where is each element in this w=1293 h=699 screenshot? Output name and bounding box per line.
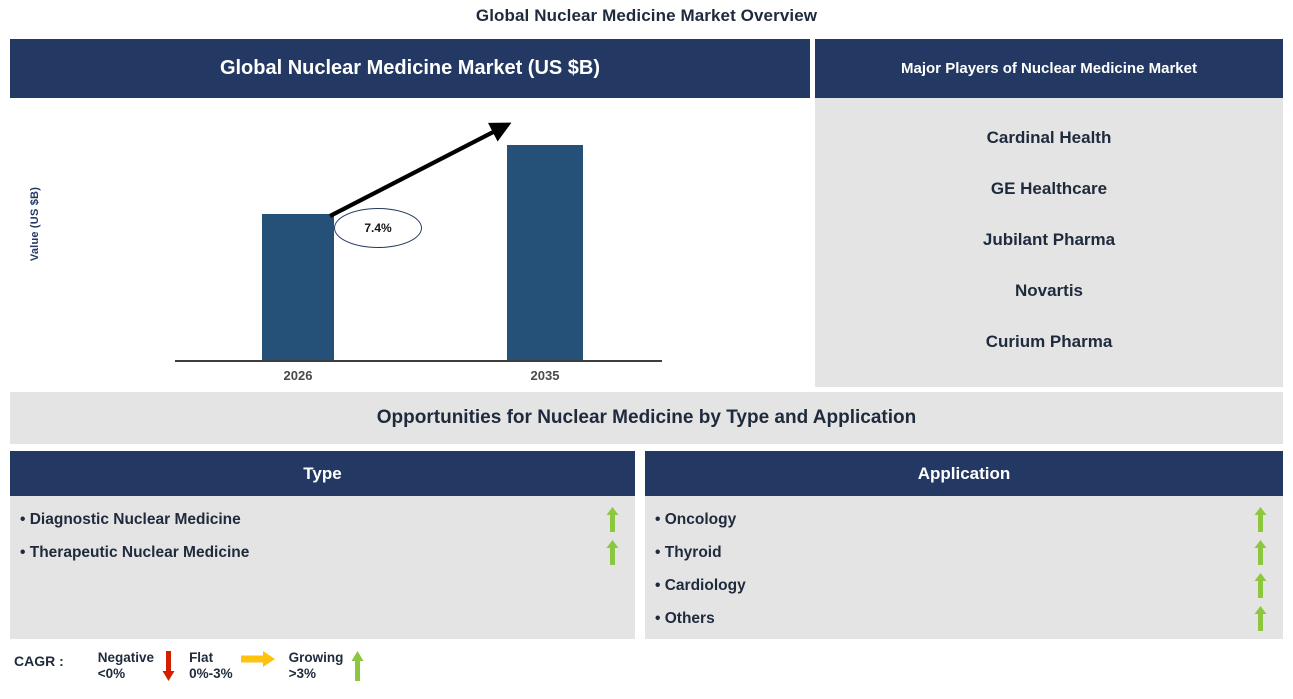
chart-x-axis-line [175, 360, 662, 362]
column-body-application: • Oncology • Thyroid • Cardiology • Othe… [645, 496, 1283, 639]
cagr-flat-label: Flat [189, 650, 214, 665]
cagr-growing-range: >3% [288, 666, 316, 681]
cagr-flat-range: 0%-3% [189, 666, 233, 681]
opportunities-column-type: Type • Diagnostic Nuclear Medicine • The… [10, 451, 635, 639]
growing-arrow-icon [606, 540, 619, 565]
growth-trend-arrow-icon [329, 122, 512, 218]
bar-2035 [507, 145, 583, 360]
opportunities-column-application: Application • Oncology • Thyroid • Cardi… [645, 451, 1283, 639]
application-item-label: • Others [655, 609, 715, 627]
application-item-label: • Cardiology [655, 576, 746, 594]
table-row: • Thyroid [645, 536, 1283, 569]
growing-arrow-icon [1254, 507, 1267, 532]
list-item: Novartis [1014, 280, 1084, 300]
negative-arrow-down-icon [162, 651, 175, 681]
bar-2026 [262, 214, 334, 360]
cagr-negative-range: <0% [97, 666, 126, 681]
table-row: • Therapeutic Nuclear Medicine [10, 536, 635, 569]
table-row: • Others [645, 602, 1283, 635]
cagr-bubble: 7.4% [334, 208, 422, 248]
opportunities-table: Type • Diagnostic Nuclear Medicine • The… [10, 451, 1283, 639]
table-row: • Diagnostic Nuclear Medicine [10, 503, 635, 536]
major-players-list: Cardinal Health GE Healthcare Jubilant P… [815, 98, 1283, 387]
column-header-application: Application [645, 451, 1283, 496]
cagr-legend-title: CAGR : [14, 653, 64, 669]
market-chart-panel: Global Nuclear Medicine Market (US $B) V… [10, 39, 810, 423]
growing-arrow-icon [606, 507, 619, 532]
column-header-type: Type [10, 451, 635, 496]
cagr-legend-entry-flat: Flat 0%-3% [189, 650, 283, 682]
major-players-header: Major Players of Nuclear Medicine Market [815, 39, 1283, 98]
cagr-legend-entry-negative: Negative <0% [98, 650, 183, 682]
growing-arrow-up-icon [351, 651, 364, 681]
bar-label-2026: 2026 [283, 368, 313, 383]
list-item: Jubilant Pharma [982, 229, 1116, 249]
list-item: Curium Pharma [985, 331, 1113, 351]
cagr-growing-label: Growing [288, 650, 344, 665]
growing-arrow-icon [1254, 540, 1267, 565]
table-row: • Cardiology [645, 569, 1283, 602]
type-item-label: • Diagnostic Nuclear Medicine [20, 510, 241, 528]
major-players-panel: Major Players of Nuclear Medicine Market… [815, 39, 1283, 387]
application-item-label: • Oncology [655, 510, 737, 528]
type-item-label: • Therapeutic Nuclear Medicine [20, 543, 250, 561]
application-item-label: • Thyroid [655, 543, 722, 561]
chart-plot-area: Value (US $B) 2026 2035 7.4% Source : Lu… [10, 98, 810, 423]
opportunities-band-title: Opportunities for Nuclear Medicine by Ty… [10, 392, 1283, 444]
growing-arrow-icon [1254, 573, 1267, 598]
list-item: Cardinal Health [986, 127, 1112, 147]
column-body-type: • Diagnostic Nuclear Medicine • Therapeu… [10, 496, 635, 639]
page-title: Global Nuclear Medicine Market Overview [475, 6, 818, 25]
cagr-legend: CAGR : Negative <0% Flat 0%-3% Growing >… [14, 650, 378, 694]
chart-panel-header: Global Nuclear Medicine Market (US $B) [10, 39, 810, 98]
growing-arrow-icon [1254, 606, 1267, 631]
cagr-negative-label: Negative [97, 650, 155, 665]
cagr-legend-entry-growing: Growing >3% [289, 650, 373, 682]
bar-label-2035: 2035 [530, 368, 560, 383]
table-row: • Oncology [645, 503, 1283, 536]
flat-arrow-right-icon [240, 651, 275, 667]
list-item: GE Healthcare [990, 178, 1108, 198]
